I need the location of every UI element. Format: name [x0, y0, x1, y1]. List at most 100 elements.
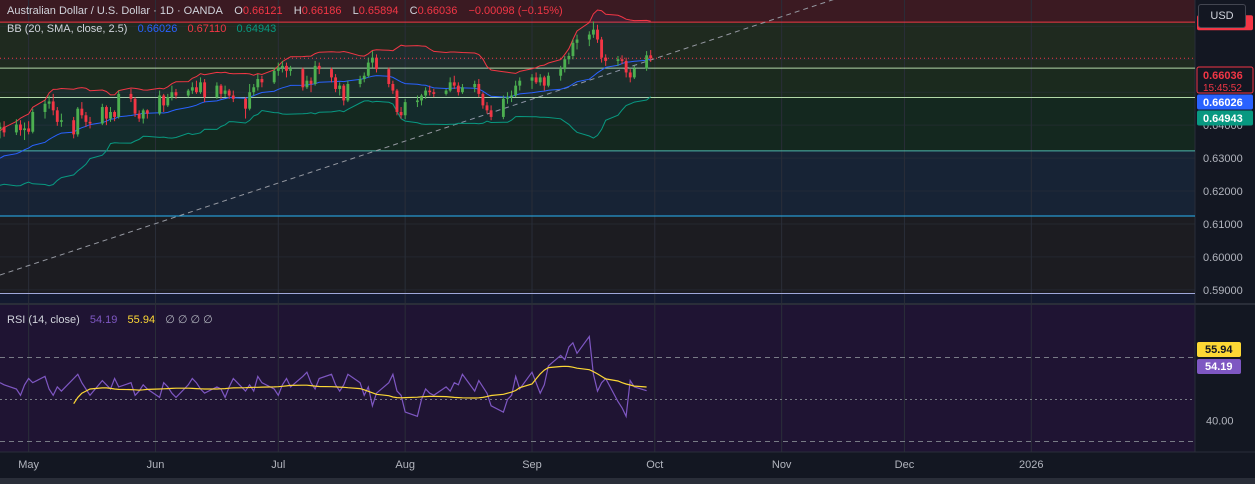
candle-body — [432, 92, 436, 94]
symbol-title[interactable]: Australian Dollar / U.S. Dollar · 1D · O… — [7, 5, 223, 17]
candle-body — [370, 57, 374, 63]
rsi-tag: 54.19 — [1205, 361, 1233, 373]
lower-band-price-label: 0.64943 — [1203, 113, 1243, 125]
candle-body — [366, 62, 370, 76]
candle-body — [276, 67, 280, 71]
candle-body — [616, 59, 620, 61]
candle-body — [546, 75, 550, 86]
candles-group — [0, 21, 653, 140]
time-tick-label: Dec — [895, 459, 915, 471]
rsi-extra-values: ∅ ∅ ∅ ∅ — [165, 314, 213, 326]
price-tick-label: 0.60000 — [1203, 252, 1243, 264]
time-tick-label: Aug — [395, 459, 415, 471]
candle-body — [203, 82, 207, 98]
bb-legend[interactable]: BB (20, SMA, close, 2.5) 0.66026 0.67110… — [7, 23, 276, 35]
candle-body — [628, 72, 632, 78]
rsi-ma-tag: 55.94 — [1205, 344, 1233, 356]
time-tick-label: Jul — [271, 459, 285, 471]
candle-body — [604, 57, 608, 61]
bb-upper-line — [0, 9, 651, 132]
candle-body — [424, 90, 428, 96]
rsi-tick-label: 40.00 — [1206, 416, 1234, 428]
candle-body — [538, 77, 542, 83]
candle-body — [14, 124, 18, 133]
open-label: O — [234, 5, 243, 17]
candle-body — [280, 65, 284, 68]
candle-body — [399, 111, 403, 116]
candle-body — [489, 110, 493, 117]
candle-body — [244, 98, 247, 109]
candle-body — [100, 107, 104, 124]
candle-body — [0, 126, 2, 130]
price-tick-label: 0.59000 — [1203, 285, 1243, 297]
change-value: −0.00098 (−0.15%) — [468, 5, 563, 17]
bb-label: BB (20, SMA, close, 2.5) — [7, 23, 128, 35]
candle-body — [530, 77, 534, 81]
candle-body — [43, 103, 47, 112]
last-price-label: 0.66036 — [1203, 70, 1243, 82]
lower-band-price-label-bg — [1197, 110, 1253, 126]
candle-body — [158, 95, 162, 114]
price-zone-5 — [0, 216, 1195, 294]
candle-body — [19, 124, 22, 131]
candle-body — [113, 111, 117, 117]
last-price-tag-bg — [1196, 66, 1254, 94]
candle-body — [501, 98, 505, 117]
candle-body — [571, 42, 575, 56]
rsi-line — [0, 334, 647, 419]
candle-body — [256, 79, 260, 88]
candle-body — [624, 60, 628, 73]
candle-body — [162, 95, 166, 106]
candle-body — [2, 126, 6, 133]
candle-body — [260, 79, 264, 83]
candle-body — [403, 102, 407, 116]
candle-body — [231, 95, 235, 99]
candle-body — [420, 95, 423, 101]
candle-body — [338, 85, 342, 89]
candle-body — [27, 128, 31, 132]
main-legend: Australian Dollar / U.S. Dollar · 1D · O… — [7, 5, 563, 17]
candle-body — [72, 120, 76, 135]
candle-body — [477, 83, 481, 94]
price-zone-4 — [0, 150, 1195, 217]
rsi-legend[interactable]: RSI (14, close) 54.19 55.94 ∅ ∅ ∅ ∅ — [7, 313, 213, 326]
candle-body — [600, 39, 604, 58]
candle-body — [346, 83, 350, 101]
candle-body — [252, 87, 256, 93]
candle-body — [596, 29, 599, 40]
candle-body — [88, 121, 92, 124]
candle-body — [632, 68, 636, 78]
candle-body — [285, 65, 288, 71]
price-zone-0 — [0, 0, 1195, 23]
candle-body — [575, 39, 579, 43]
candle-body — [59, 120, 63, 122]
candle-body — [559, 69, 563, 76]
candle-body — [289, 69, 292, 71]
candle-body — [387, 69, 391, 84]
price-tick-label: 0.63000 — [1203, 153, 1243, 165]
currency-button[interactable]: USD — [1198, 4, 1246, 28]
candle-body — [649, 55, 653, 59]
time-tick-label: Jun — [147, 459, 165, 471]
price-zone-3 — [0, 97, 1195, 151]
price-tick-label: 0.61000 — [1203, 219, 1243, 231]
candle-body — [452, 82, 456, 86]
candle-body — [358, 79, 362, 84]
rsi-ma-value: 55.94 — [127, 314, 156, 326]
candle-body — [170, 92, 174, 98]
candle-body — [31, 111, 35, 132]
bb-basis-value: 0.66026 — [137, 23, 178, 35]
candle-body — [587, 34, 591, 40]
close-label: C — [409, 5, 418, 17]
candle-body — [461, 87, 464, 93]
candle-body — [415, 100, 419, 103]
candle-body — [334, 77, 338, 89]
open-value: 0.66121 — [242, 5, 283, 17]
candle-body — [301, 69, 305, 88]
bb-lower-value: 0.64943 — [236, 23, 277, 35]
candle-body — [567, 55, 571, 60]
candle-body — [272, 70, 276, 83]
candle-body — [51, 101, 55, 111]
